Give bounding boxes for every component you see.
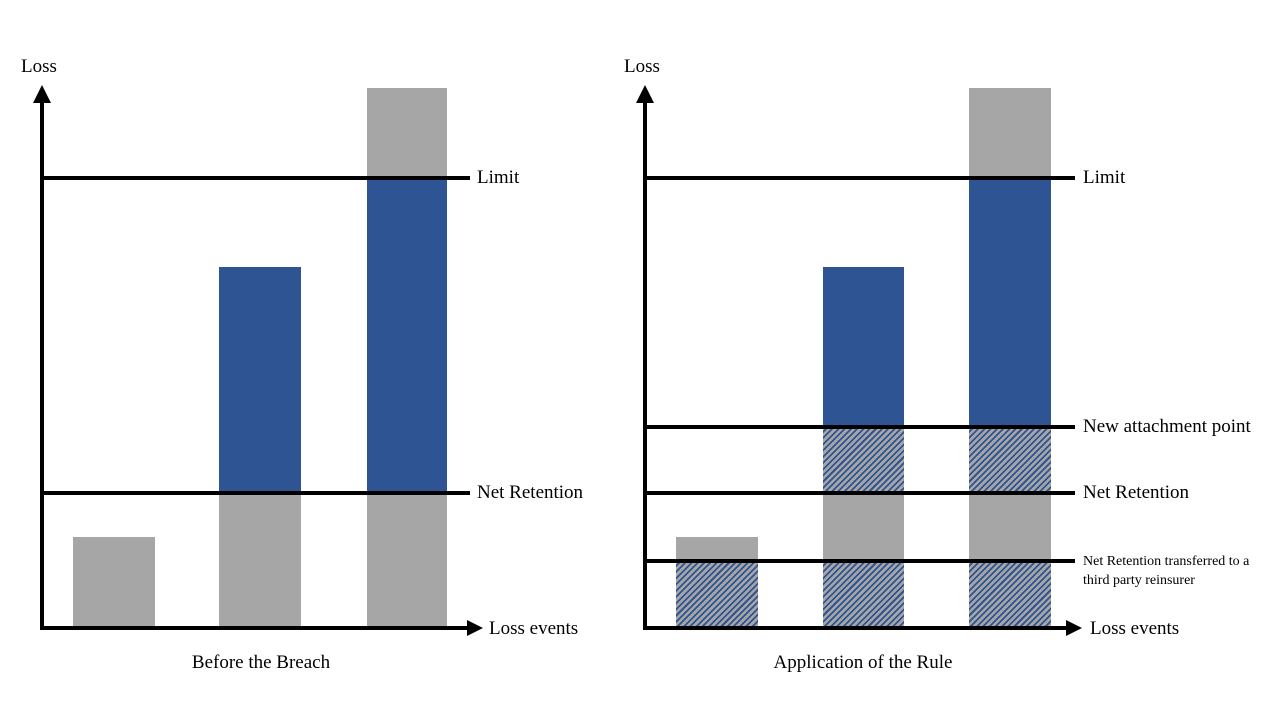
bar-loss-event-2-segment-hatch — [823, 561, 904, 628]
x-axis — [643, 626, 1068, 630]
bar-loss-event-2-segment-gray — [219, 493, 301, 628]
bar-loss-event-3-segment-gray — [367, 88, 447, 179]
x-axis — [40, 626, 470, 630]
bar-loss-event-3-segment-gray — [969, 493, 1051, 562]
ref-line-limit — [40, 176, 470, 181]
bar-loss-event-2-segment-blue — [823, 266, 904, 428]
ref-line-net-retention — [40, 491, 470, 495]
bar-loss-event-3-segment-gray — [969, 88, 1051, 179]
bar-loss-event-1-segment-gray — [73, 536, 155, 628]
x-axis-label: Loss events — [1090, 618, 1180, 639]
y-axis — [40, 98, 44, 630]
panel-title: Before the Breach — [191, 652, 331, 673]
bar-loss-event-1-segment-hatch — [676, 561, 758, 628]
bar-loss-event-3-segment-blue — [367, 178, 447, 493]
y-axis-label: Loss — [21, 56, 57, 77]
bar-loss-event-2-segment-blue — [219, 266, 301, 493]
y-axis — [643, 98, 647, 630]
ref-line-label-net-retention: Net Retention — [1083, 482, 1190, 503]
panel-title: Application of the Rule — [773, 652, 953, 673]
ref-line-label-net-retention: Net Retention — [477, 482, 584, 503]
ref-line-label-new-attachment-point: New attachment point — [1083, 416, 1251, 438]
ref-line-new-attachment-point — [643, 425, 1075, 430]
bar-loss-event-3-segment-blue — [969, 178, 1051, 428]
ref-line-label-limit: Limit — [1083, 167, 1126, 189]
bar-loss-event-3-segment-hatch — [969, 427, 1051, 493]
ref-line-net-retention-transferred — [643, 559, 1075, 564]
x-axis-label: Loss events — [489, 618, 579, 639]
y-axis-label: Loss — [624, 56, 660, 77]
y-axis-arrow-icon — [636, 85, 654, 103]
x-axis-arrow-icon — [1066, 620, 1082, 636]
bar-loss-event-2-segment-hatch — [823, 427, 904, 493]
ref-line-net-retention — [643, 491, 1075, 495]
bar-loss-event-2-segment-gray — [823, 493, 904, 562]
ref-line-limit — [643, 176, 1075, 181]
ref-line-label-limit: Limit — [477, 167, 520, 189]
bar-loss-event-3-segment-hatch — [969, 561, 1051, 628]
bar-loss-event-1-segment-gray — [676, 536, 758, 562]
ref-line-label-row: third party reinsurer — [1083, 572, 1195, 588]
y-axis-arrow-icon — [33, 85, 51, 103]
bar-loss-event-3-segment-gray — [367, 493, 447, 628]
ref-line-label-row: Net Retention transferred to a — [1083, 553, 1250, 569]
x-axis-arrow-icon — [467, 620, 483, 636]
ref-line-label-net-retention-transferred: Net Retention transferred to a third part… — [1083, 552, 1249, 590]
